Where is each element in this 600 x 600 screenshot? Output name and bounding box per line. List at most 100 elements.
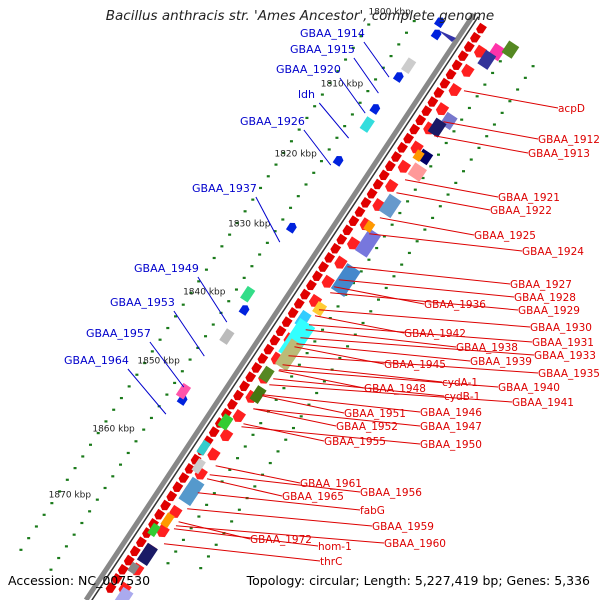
guide-dot bbox=[189, 291, 193, 295]
guide-dot bbox=[197, 515, 201, 518]
guide-dot bbox=[27, 537, 31, 540]
guide-dot bbox=[212, 492, 216, 495]
guide-dot bbox=[274, 163, 278, 166]
leader-line bbox=[288, 355, 539, 374]
gene-arrow bbox=[433, 17, 445, 29]
feature-box-shape bbox=[363, 220, 376, 233]
guide-dot bbox=[268, 461, 272, 465]
leader-line bbox=[255, 196, 281, 243]
gene-label-right: cydB-1 bbox=[444, 391, 480, 403]
tick-marks: 1800 kbp 1810 kbp 1820 kbp 1830 kbp 1840 kbp… bbox=[19, 7, 535, 571]
leader-line bbox=[197, 492, 361, 511]
feature-box-shape bbox=[217, 413, 234, 431]
guide-dot bbox=[282, 151, 286, 155]
guide-dot bbox=[206, 555, 210, 558]
gene-label-right: GBAA_1925 bbox=[474, 230, 536, 242]
guide-dot bbox=[103, 486, 107, 490]
leader-line bbox=[443, 121, 539, 140]
gene-arrow-shape bbox=[306, 279, 317, 291]
guide-dot bbox=[126, 451, 130, 455]
feature-box-shape bbox=[501, 40, 520, 59]
feature-box-shape bbox=[359, 116, 375, 133]
feature-box-shape bbox=[191, 457, 206, 475]
accession-text: Accession: NC_007530 bbox=[8, 573, 151, 588]
feature-box bbox=[175, 382, 192, 400]
gene-arrow-shape bbox=[312, 270, 323, 282]
gene-arrow bbox=[184, 462, 196, 474]
guide-dot bbox=[228, 468, 232, 471]
gene-arrow-shape bbox=[123, 554, 135, 566]
guide-dot bbox=[313, 340, 317, 343]
guide-dot bbox=[359, 35, 363, 38]
guide-dot bbox=[498, 60, 502, 63]
feature-box bbox=[359, 116, 375, 133]
leader-line bbox=[463, 90, 559, 109]
feature-box bbox=[127, 561, 140, 575]
leader-line bbox=[305, 329, 457, 348]
gene-label-right: GBAA_1931 bbox=[532, 337, 594, 349]
gene-arrow bbox=[245, 371, 257, 382]
guide-dot bbox=[367, 23, 371, 26]
feature-box bbox=[112, 586, 134, 600]
gene-arrow-shape bbox=[178, 472, 190, 483]
guide-dot bbox=[273, 230, 277, 233]
gene-arrow-shape bbox=[346, 236, 361, 250]
gene-arrow bbox=[219, 428, 234, 442]
guide-dot bbox=[384, 286, 388, 290]
gene-arrow bbox=[263, 343, 275, 355]
gene-label-right: GBAA_1941 bbox=[512, 397, 574, 409]
gene-arrow-shape bbox=[391, 151, 402, 162]
gene-arrow-shape bbox=[169, 504, 183, 518]
guide-dot bbox=[211, 323, 215, 326]
gene-arrow bbox=[470, 31, 481, 43]
guide-dot bbox=[243, 210, 247, 213]
guide-dot bbox=[204, 268, 208, 271]
guide-dot bbox=[423, 228, 427, 231]
guide-dot bbox=[322, 380, 326, 383]
gene-arrow bbox=[397, 159, 412, 173]
guide-dot bbox=[336, 70, 340, 73]
gene-arrow-shape bbox=[330, 242, 342, 254]
gene-label-right: GBAA_1938 bbox=[456, 342, 518, 354]
gene-arrow-shape bbox=[445, 68, 457, 80]
gene-arrow-shape bbox=[392, 72, 404, 83]
feature-box bbox=[363, 220, 376, 233]
leader-line bbox=[241, 426, 421, 445]
gene-arrow bbox=[348, 215, 360, 226]
guide-dot bbox=[196, 346, 200, 350]
feature-box bbox=[178, 476, 205, 507]
tick-label: 1850 kbp bbox=[137, 356, 180, 366]
tick-label: 1820 kbp bbox=[274, 149, 317, 159]
guide-dot bbox=[220, 480, 224, 483]
guide-dot bbox=[367, 258, 371, 261]
guide-dot bbox=[165, 393, 169, 396]
leader-line bbox=[262, 394, 421, 413]
guide-dot bbox=[344, 58, 348, 61]
gene-label-right: GBAA_1952 bbox=[336, 421, 398, 433]
leader-line bbox=[197, 276, 228, 323]
gene-arrow-shape bbox=[233, 389, 244, 401]
gene-arrow-shape bbox=[348, 215, 360, 226]
guide-dot bbox=[261, 473, 265, 476]
gene-arrow bbox=[293, 297, 305, 309]
guide-dot bbox=[475, 95, 479, 98]
gene-arrow-shape bbox=[269, 334, 281, 346]
guide-dot bbox=[328, 81, 332, 85]
leader-line bbox=[206, 478, 283, 497]
gene-arrow-shape bbox=[219, 428, 234, 442]
gene-label-right: GBAA_1939 bbox=[470, 356, 532, 368]
guide-dot bbox=[312, 171, 316, 174]
gene-arrow-shape bbox=[281, 316, 293, 327]
feature-box-shape bbox=[401, 57, 417, 74]
guide-dot bbox=[143, 361, 147, 365]
gene-arrow-shape bbox=[463, 41, 475, 52]
gene-arrow-shape bbox=[342, 224, 354, 236]
guide-dot bbox=[297, 128, 301, 131]
guide-dot bbox=[259, 186, 263, 190]
feature-box-shape bbox=[160, 512, 175, 529]
gene-arrow bbox=[430, 29, 442, 41]
guide-dot bbox=[390, 223, 394, 226]
gene-arrow bbox=[105, 582, 117, 593]
leader-line bbox=[353, 57, 379, 94]
guide-dot bbox=[343, 125, 347, 128]
